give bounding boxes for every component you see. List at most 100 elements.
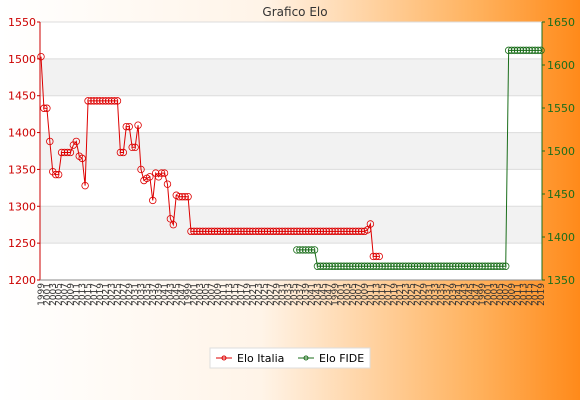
data-point xyxy=(184,192,192,201)
data-point xyxy=(72,137,80,146)
x-tick-label: 2019 xyxy=(96,283,106,306)
data-point xyxy=(240,227,248,236)
x-tick-label: 2003 xyxy=(343,283,353,306)
data-point xyxy=(402,262,410,270)
x-tick-label: 2031 xyxy=(278,283,288,306)
data-point xyxy=(110,97,119,105)
data-point xyxy=(149,196,157,205)
data-point xyxy=(90,97,98,105)
data-point xyxy=(390,262,398,270)
legend-marker-fide xyxy=(303,355,309,361)
x-tick-label: 2015 xyxy=(378,283,388,306)
y-tick-right-label: 1450 xyxy=(547,188,575,201)
x-tick-label: 2013 xyxy=(78,283,88,306)
x-tick-label: 2045 xyxy=(319,283,329,306)
x-tick-label: 2015 xyxy=(84,283,94,306)
series-italia xyxy=(37,52,383,261)
x-tick-label: 2007 xyxy=(355,283,365,306)
data-point xyxy=(113,97,122,105)
data-point xyxy=(119,148,128,157)
data-point xyxy=(499,262,507,270)
grid-band xyxy=(40,58,542,96)
data-point xyxy=(519,46,528,55)
data-point xyxy=(352,227,360,236)
data-point xyxy=(340,227,348,236)
legend-marker-italia xyxy=(221,355,227,361)
x-tick-label: 2041 xyxy=(308,283,318,306)
data-point xyxy=(393,262,401,270)
data-point xyxy=(169,221,178,229)
data-point xyxy=(307,246,316,254)
data-point xyxy=(254,227,263,236)
data-point xyxy=(134,121,142,129)
data-point xyxy=(357,262,366,270)
x-tick-label: 2011 xyxy=(72,283,82,306)
x-tick-label: 2021 xyxy=(396,283,406,306)
data-point xyxy=(328,227,336,236)
data-point xyxy=(337,262,345,270)
x-tick-label: 2029 xyxy=(125,283,135,306)
data-point xyxy=(137,165,145,174)
data-point xyxy=(537,46,545,55)
data-point xyxy=(246,227,254,236)
data-point xyxy=(52,170,60,179)
x-tick-label: 2005 xyxy=(496,283,506,306)
x-tick-label: 2001 xyxy=(190,283,200,306)
data-point xyxy=(78,154,86,163)
data-point xyxy=(178,192,186,201)
data-point xyxy=(310,227,319,236)
legend-label-italia: Elo Italia xyxy=(237,352,284,365)
x-tick-label: 2043 xyxy=(166,283,176,306)
x-tick-label: 2011 xyxy=(366,283,376,306)
data-point xyxy=(210,227,219,236)
data-point xyxy=(490,262,498,270)
x-tick-label: 2015 xyxy=(525,283,535,306)
data-point xyxy=(302,246,310,254)
data-point xyxy=(243,227,251,236)
x-tick-label: 2019 xyxy=(243,283,253,306)
x-tick-label: 2027 xyxy=(413,283,423,306)
data-point xyxy=(349,227,357,236)
x-tick-label: 1999 xyxy=(331,283,341,306)
x-tick-label: 2011 xyxy=(513,283,523,306)
data-point xyxy=(331,227,339,236)
data-point xyxy=(237,227,245,236)
data-point xyxy=(460,262,469,270)
data-point xyxy=(93,97,101,105)
data-point xyxy=(299,246,307,254)
data-point xyxy=(346,227,354,236)
legend-item-fide: Elo FIDE xyxy=(298,352,364,365)
data-point xyxy=(37,52,45,61)
data-point xyxy=(131,143,139,152)
data-point xyxy=(372,252,380,261)
data-point xyxy=(249,227,257,236)
data-point xyxy=(340,262,348,270)
data-point xyxy=(528,46,536,55)
data-point xyxy=(369,262,378,270)
data-point xyxy=(290,227,298,236)
x-tick-label: 2007 xyxy=(502,283,512,306)
data-point xyxy=(413,262,422,270)
x-tick-label: 2029 xyxy=(419,283,429,306)
data-point xyxy=(366,220,375,228)
data-point xyxy=(399,262,407,270)
x-tick-label: 2033 xyxy=(137,283,147,306)
data-point xyxy=(40,104,48,112)
x-tick-label: 2015 xyxy=(231,283,241,306)
x-tick-label: 2005 xyxy=(202,283,212,306)
x-tick-label: 2009 xyxy=(508,283,518,306)
x-tick-label: 2025 xyxy=(113,283,123,306)
x-axis-ticks: 1999200120032005200720092011201320152017… xyxy=(37,283,547,306)
data-point xyxy=(163,180,172,188)
data-point xyxy=(296,246,304,254)
data-point xyxy=(513,46,522,55)
data-point xyxy=(384,262,392,270)
data-point xyxy=(54,170,63,179)
data-point xyxy=(46,137,54,146)
data-point xyxy=(404,262,413,270)
data-point xyxy=(216,227,225,236)
data-point xyxy=(372,262,380,270)
data-point xyxy=(157,169,166,177)
data-point xyxy=(219,227,228,236)
